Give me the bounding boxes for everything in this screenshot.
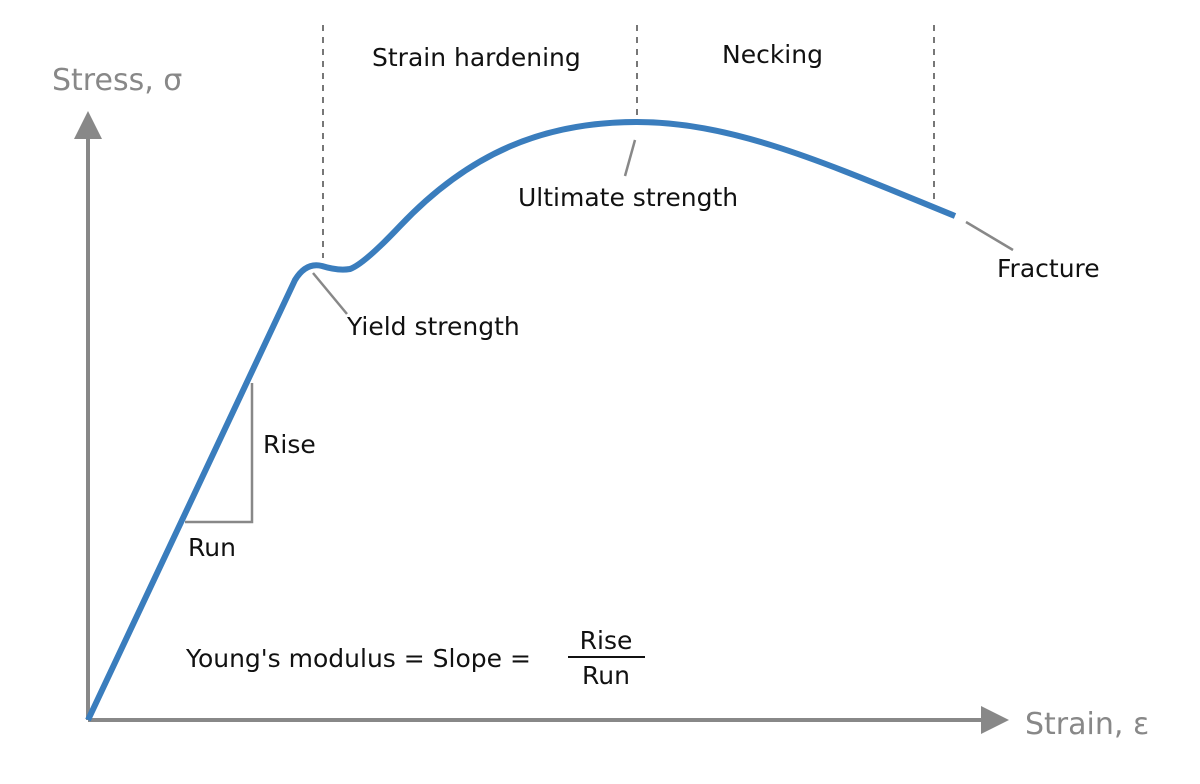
yield-leader-line (312, 272, 348, 315)
yield-strength-label: Yield strength (346, 312, 520, 341)
formula-numerator: Rise (580, 626, 633, 655)
fracture-leader-line (965, 220, 1014, 252)
necking-label: Necking (722, 40, 823, 69)
x-axis-label: Strain, ε (1025, 707, 1149, 742)
slope-triangle (185, 383, 254, 524)
ultimate-strength-label: Ultimate strength (518, 183, 738, 212)
formula-denominator: Run (582, 661, 630, 690)
ultimate-leader-line (623, 139, 637, 177)
rise-label: Rise (263, 430, 316, 459)
formula-lhs: Young's modulus = Slope = (185, 644, 531, 673)
run-label: Run (188, 533, 236, 562)
y-axis-label: Stress, σ (52, 63, 182, 98)
strain-hardening-label: Strain hardening (372, 43, 581, 72)
stress-strain-curve (85, 119, 957, 722)
fracture-label: Fracture (997, 254, 1100, 283)
